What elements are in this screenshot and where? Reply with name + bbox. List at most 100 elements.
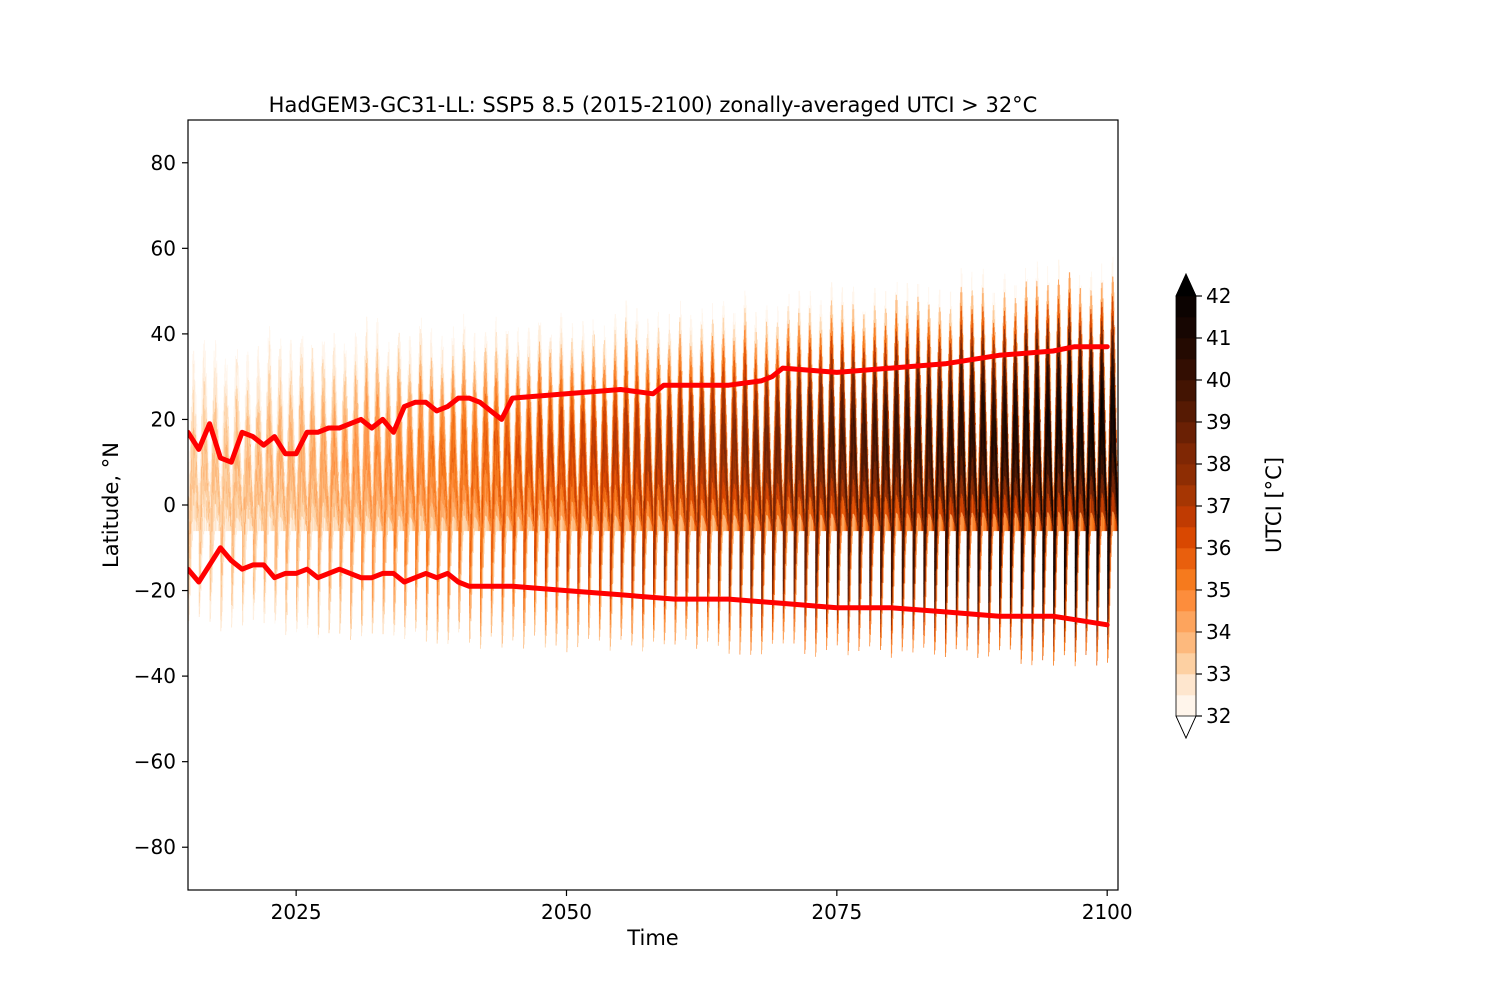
heat-cell <box>328 465 329 470</box>
chart-title: HadGEM3-GC31-LL: SSP5 8.5 (2015-2100) zo… <box>269 93 1038 117</box>
heat-cell <box>228 416 229 426</box>
heat-cell <box>217 373 218 385</box>
heat-cell <box>357 368 358 380</box>
heat-cell <box>270 349 271 362</box>
heat-cell <box>325 378 326 391</box>
heat-cell <box>314 368 315 381</box>
heat-cell <box>223 562 224 575</box>
heat-cell <box>311 345 312 359</box>
heat-cell <box>243 595 244 607</box>
heat-cell <box>288 576 289 590</box>
heat-cell <box>285 469 286 474</box>
heat-cell <box>196 395 197 405</box>
heat-cell <box>271 375 272 387</box>
heat-cell <box>205 351 206 364</box>
heat-cell <box>295 466 296 471</box>
heat-cell <box>227 385 228 397</box>
heat-cell <box>211 581 212 594</box>
heat-cell <box>297 599 298 612</box>
heat-cell <box>298 574 299 588</box>
heat-cell <box>316 448 317 454</box>
heat-cell <box>218 428 219 436</box>
heat-cell <box>220 474 221 479</box>
heat-cell <box>215 344 216 358</box>
heat-cell <box>283 401 284 411</box>
heat-cell <box>252 469 253 474</box>
heat-cell <box>262 450 263 457</box>
heat-cell <box>271 390 272 401</box>
heat-cell <box>206 398 207 409</box>
heat-cell <box>220 481 221 486</box>
heat-cell <box>287 602 288 615</box>
heat-cell <box>281 369 282 382</box>
heat-cell <box>242 469 243 474</box>
heat-cell <box>241 473 242 479</box>
heat-cell <box>258 346 259 360</box>
heat-cell <box>193 351 194 364</box>
heat-cell <box>212 569 213 582</box>
heat-cell <box>349 449 350 455</box>
heat-cell <box>305 452 306 460</box>
heat-cell <box>316 460 317 466</box>
heat-cell <box>326 432 327 441</box>
heat-cell <box>261 392 262 402</box>
heat-cell <box>250 409 251 418</box>
heat-cell <box>216 385 217 398</box>
heat-cell <box>272 414 273 423</box>
heat-cell <box>292 385 293 398</box>
heat-cell <box>307 478 308 483</box>
heat-cell <box>233 585 234 598</box>
heat-cell <box>239 391 240 401</box>
heat-cell <box>341 589 342 602</box>
heat-cell <box>260 378 261 389</box>
heat-cell <box>312 348 313 362</box>
heat-cell <box>229 439 230 446</box>
heat-cell <box>342 576 343 590</box>
heat-cell <box>223 575 224 588</box>
heat-cell <box>293 403 294 413</box>
heat-cell <box>350 487 351 492</box>
heat-cell <box>316 466 317 472</box>
heat-cell <box>303 361 304 374</box>
heat-cell <box>355 333 356 348</box>
heat-cell <box>317 487 318 492</box>
heat-cell <box>210 461 211 473</box>
heat-cell <box>350 478 351 483</box>
heat-cell <box>347 408 348 419</box>
heat-cell <box>270 362 271 375</box>
heat-cell <box>197 424 198 432</box>
heat-cell <box>196 404 197 414</box>
heat-cell <box>306 459 307 465</box>
heat-cell <box>261 407 262 416</box>
heat-cell <box>194 360 195 373</box>
heat-cell <box>197 457 198 463</box>
heat-cell <box>303 373 304 386</box>
heat-cell <box>285 487 286 492</box>
heat-cell <box>197 463 198 469</box>
heat-cell <box>284 466 285 472</box>
heat-cell <box>285 473 286 478</box>
heat-cell <box>263 471 264 476</box>
heat-cell <box>229 446 230 453</box>
heat-cell <box>189 451 190 463</box>
heat-cell <box>325 366 326 378</box>
heat-cell <box>338 448 339 454</box>
heat-cell <box>231 469 232 481</box>
heat-cell <box>205 363 206 376</box>
heat-cell <box>241 462 242 468</box>
heat-cell <box>251 438 252 445</box>
heat-cell <box>244 572 245 585</box>
heat-cell <box>228 407 229 417</box>
heat-cell <box>189 594 190 606</box>
heat-cell <box>348 435 349 443</box>
heat-cell <box>338 440 339 447</box>
heat-cell <box>273 446 274 453</box>
heat-cell <box>198 472 199 477</box>
heat-cell <box>330 588 331 602</box>
heat-cell <box>309 585 310 598</box>
heat-cell <box>233 596 234 609</box>
heat-cell <box>308 597 309 610</box>
heat-cell <box>326 398 327 408</box>
heat-cell <box>348 427 349 435</box>
heat-cell <box>314 380 315 392</box>
